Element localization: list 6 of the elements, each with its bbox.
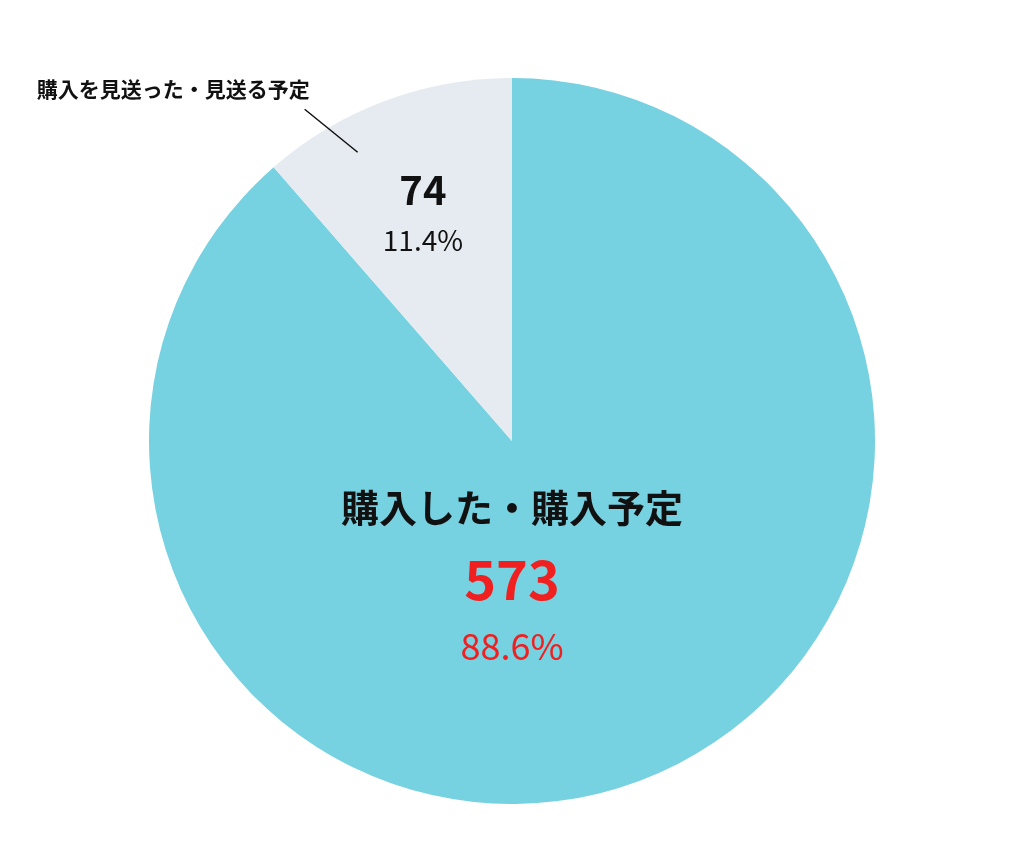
text: 573 xyxy=(464,537,560,616)
slice-label: 購入を見送った・見送る予定 xyxy=(36,73,310,104)
slice-label: 購入した・購入予定 xyxy=(340,478,684,533)
data-label: 88.6% xyxy=(460,618,564,670)
text: 74 xyxy=(399,159,447,218)
data-label: 11.4% xyxy=(382,219,464,260)
